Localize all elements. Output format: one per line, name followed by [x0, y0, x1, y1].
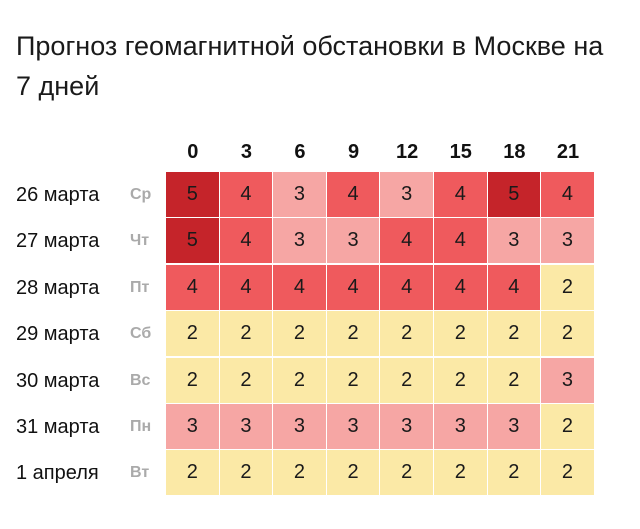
hour-header-15: 15 — [449, 141, 472, 163]
table-row: 31 марта Пн 3 3 3 3 3 3 3 2 — [0, 404, 640, 450]
hour-header-9: 9 — [348, 141, 360, 163]
row-weekday: Чт — [130, 232, 150, 250]
kp-index-cell: 3 — [433, 404, 487, 449]
kp-index-cell: 4 — [380, 218, 433, 264]
kp-index-cell: 2 — [541, 311, 594, 357]
row-weekday: Вс — [130, 371, 151, 389]
kp-index-cell: 2 — [433, 450, 487, 496]
kp-index-cell: 2 — [273, 357, 326, 403]
kp-index-cell: 3 — [380, 404, 433, 449]
kp-index-cell: 4 — [487, 264, 541, 310]
kp-index-cell: 3 — [219, 404, 273, 449]
row-weekday: Пт — [130, 278, 150, 296]
hour-header-21: 21 — [556, 141, 580, 163]
kp-index-cell: 5 — [166, 218, 219, 264]
kp-index-cell: 2 — [166, 450, 219, 496]
kp-index-cell: 2 — [487, 311, 541, 357]
kp-index-cell: 2 — [219, 450, 273, 496]
row-date: 1 апреля — [16, 462, 99, 485]
kp-index-cell: 4 — [326, 264, 380, 310]
kp-index-cell: 2 — [326, 357, 380, 403]
row-weekday: Вт — [130, 464, 150, 482]
kp-index-cell: 3 — [273, 172, 326, 217]
kp-index-cell: 4 — [219, 172, 273, 217]
kp-index-cell: 4 — [219, 218, 273, 264]
kp-index-cell: 5 — [487, 172, 541, 217]
kp-index-cell: 2 — [380, 357, 433, 403]
hour-header-6: 6 — [294, 141, 306, 163]
table-row: 27 марта Чт 5 4 3 3 4 4 3 3 — [0, 218, 640, 264]
kp-index-cell: 3 — [326, 404, 380, 449]
kp-index-cell: 3 — [541, 357, 594, 403]
kp-index-cell: 5 — [166, 172, 219, 217]
kp-index-cell: 3 — [380, 172, 433, 217]
hour-header-12: 12 — [396, 141, 419, 163]
row-date: 27 марта — [16, 230, 100, 253]
kp-index-cell: 4 — [326, 172, 380, 217]
kp-index-cell: 2 — [166, 311, 219, 357]
hour-header-3: 3 — [240, 141, 252, 163]
kp-index-cell: 4 — [541, 172, 594, 217]
kp-index-cell: 2 — [541, 264, 594, 310]
row-weekday: Сб — [130, 325, 152, 343]
kp-index-cell: 2 — [380, 311, 433, 357]
kp-index-cell: 4 — [433, 218, 487, 264]
row-date: 28 марта — [16, 276, 100, 299]
row-date: 31 марта — [16, 416, 100, 438]
row-weekday: Пн — [130, 418, 152, 435]
table-row: 30 марта Вс 2 2 2 2 2 2 2 3 — [0, 357, 640, 404]
kp-index-cell: 2 — [433, 357, 487, 403]
row-date: 30 марта — [16, 369, 100, 392]
kp-index-cell: 4 — [273, 264, 326, 310]
kp-index-cell: 4 — [433, 264, 487, 310]
hour-header-row: 0 3 6 9 12 15 18 21 — [166, 137, 595, 167]
kp-index-cell: 3 — [273, 404, 326, 449]
kp-index-cell: 2 — [487, 450, 541, 496]
kp-index-cell: 2 — [219, 357, 273, 403]
row-date: 29 марта — [16, 323, 100, 346]
table-row: 1 апреля Вт 2 2 2 2 2 2 2 2 — [0, 450, 640, 496]
kp-index-cell: 2 — [541, 404, 594, 449]
kp-index-cell: 2 — [273, 450, 326, 496]
hour-header-0: 0 — [187, 141, 199, 163]
kp-index-cell: 2 — [326, 311, 380, 357]
kp-index-cell: 2 — [219, 311, 273, 357]
hour-header-18: 18 — [503, 141, 526, 163]
table-row: 28 марта Пт 4 4 4 4 4 4 4 2 — [0, 264, 640, 311]
kp-index-cell: 3 — [487, 218, 541, 264]
kp-index-cell: 2 — [541, 450, 594, 496]
kp-index-cell: 2 — [433, 311, 487, 357]
kp-index-cell: 4 — [433, 172, 487, 217]
kp-index-cell: 4 — [166, 264, 219, 310]
kp-index-cell: 3 — [487, 404, 541, 449]
kp-index-cell: 4 — [380, 264, 433, 310]
row-date: 26 марта — [16, 184, 100, 206]
kp-index-cell: 3 — [541, 218, 594, 264]
kp-index-cell: 2 — [273, 311, 326, 357]
kp-index-cell: 2 — [166, 357, 219, 403]
kp-index-cell: 4 — [219, 264, 273, 310]
kp-index-cell: 3 — [326, 218, 380, 264]
page-title: Прогноз геомагнитной обстановки в Москве… — [16, 31, 604, 101]
table-row: 26 марта Ср 5 4 3 4 3 4 5 4 — [0, 172, 640, 218]
kp-index-cell: 2 — [380, 450, 433, 496]
kp-index-cell: 2 — [487, 357, 541, 403]
kp-index-cell: 3 — [166, 404, 219, 449]
row-weekday: Ср — [130, 186, 152, 203]
kp-index-cell: 3 — [273, 218, 326, 264]
kp-index-cell: 2 — [326, 450, 380, 496]
table-row: 29 марта Сб 2 2 2 2 2 2 2 2 — [0, 311, 640, 357]
